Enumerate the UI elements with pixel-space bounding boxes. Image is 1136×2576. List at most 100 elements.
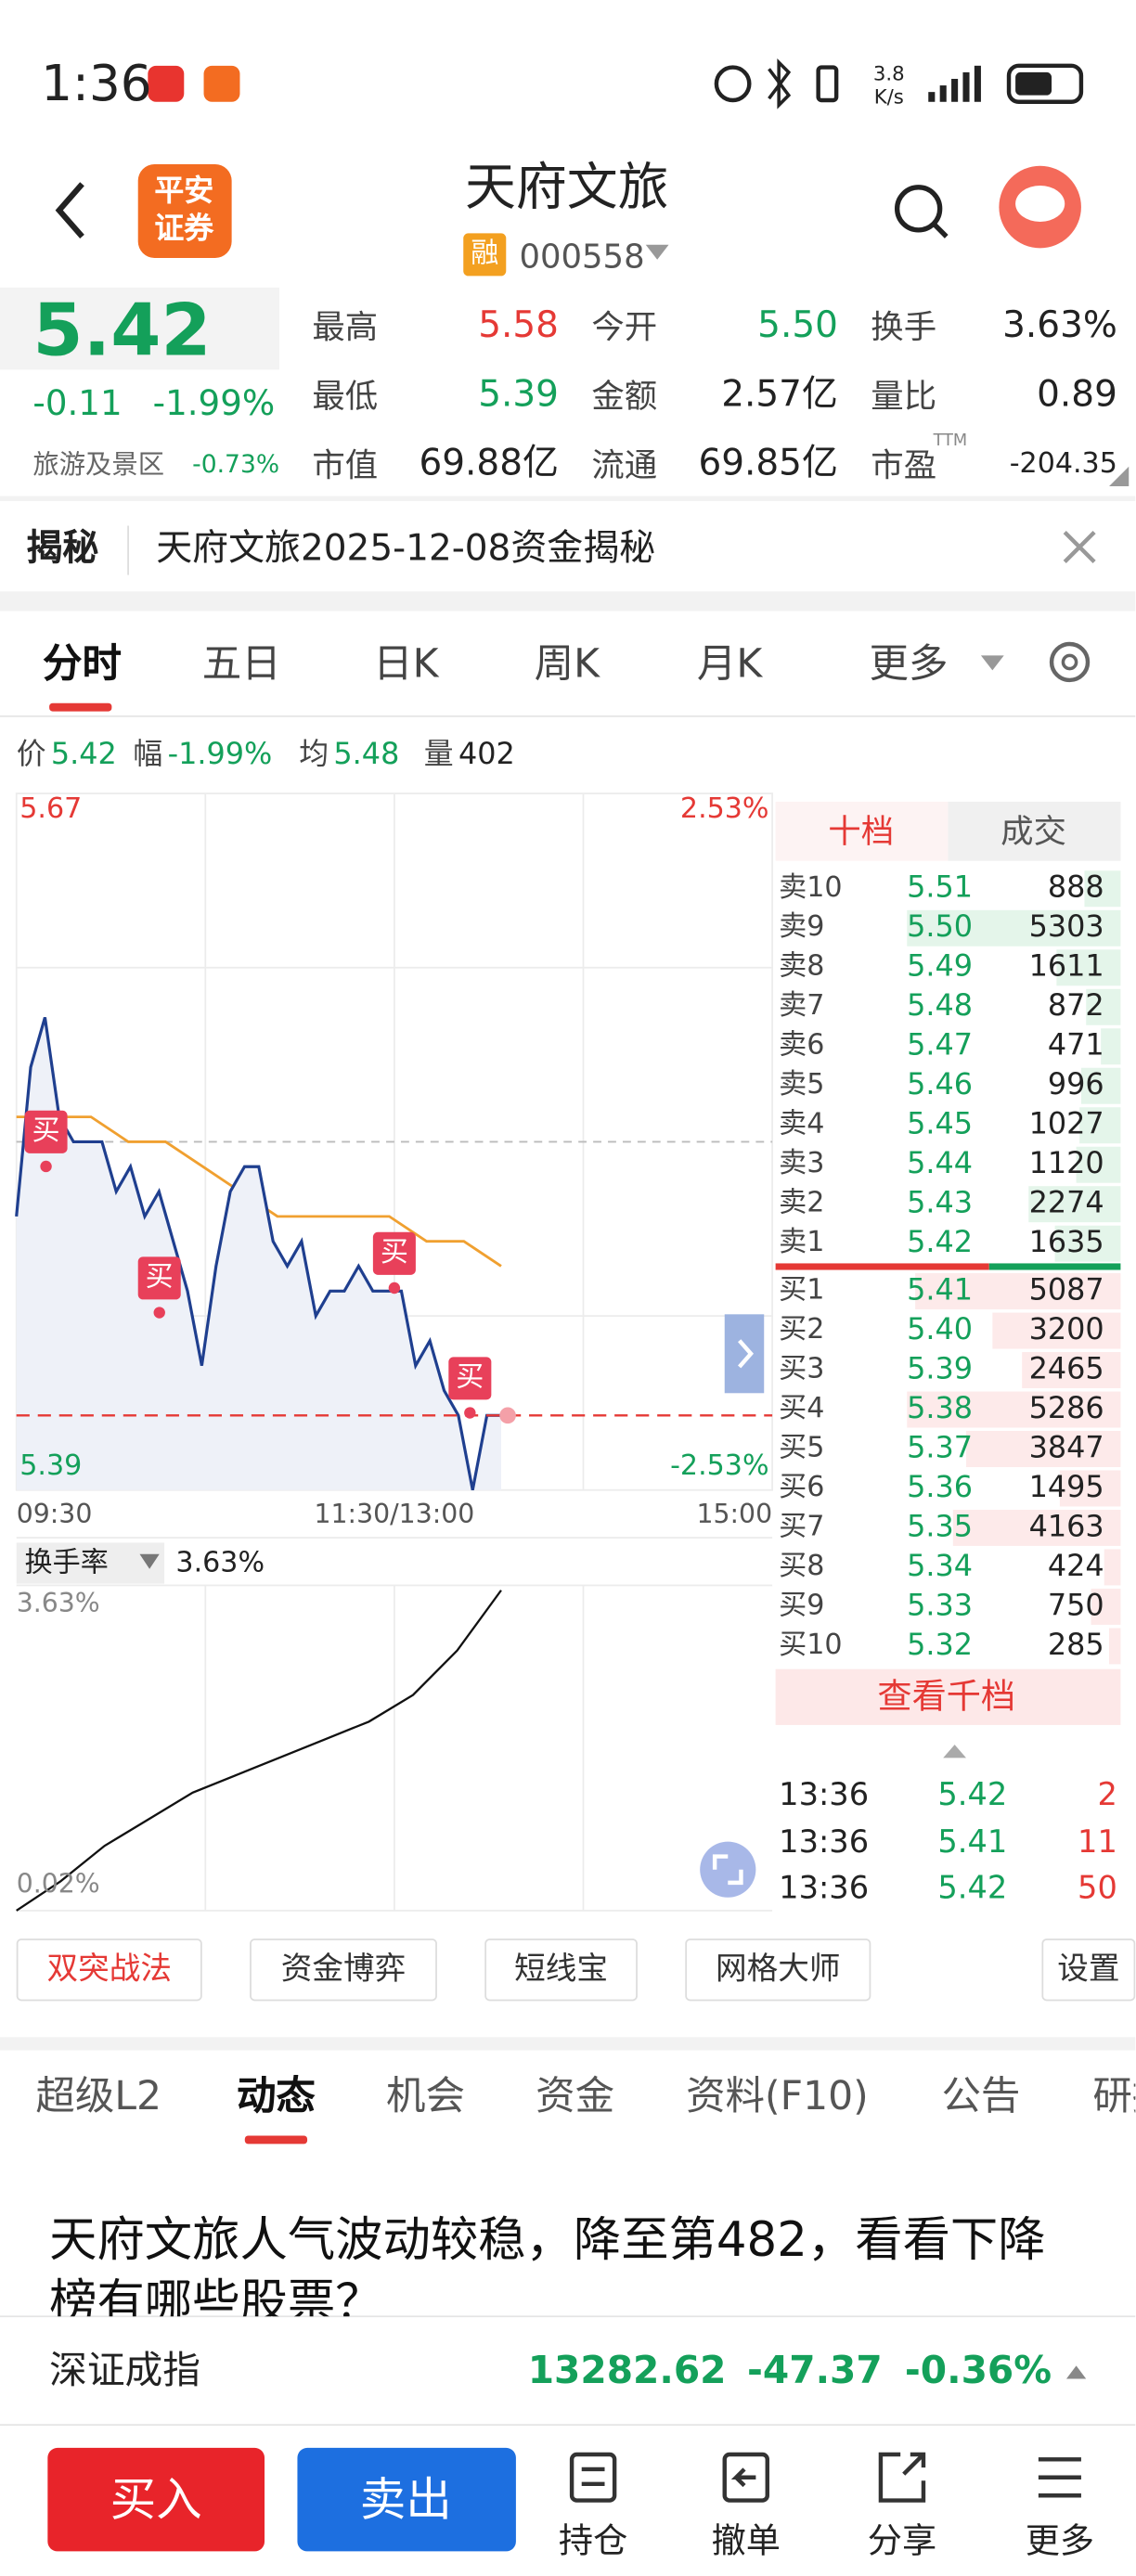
chart-tab[interactable]: 月K <box>696 640 763 688</box>
chart-tab[interactable]: 分时 <box>43 640 123 688</box>
content-tab[interactable]: 研报 <box>1092 2073 1135 2119</box>
book-volume: 872 <box>1047 988 1104 1024</box>
buy-signal-dot <box>388 1282 401 1294</box>
book-level: 卖10 <box>779 871 843 905</box>
back-icon <box>55 182 84 238</box>
buy-signal-dot <box>153 1307 165 1319</box>
pct-max-label: 2.53% <box>679 792 769 826</box>
content-tab[interactable]: 公告 <box>941 2073 1021 2119</box>
depth-bar <box>1054 1225 1121 1262</box>
y-max-label: 5.67 <box>19 792 83 826</box>
split-line <box>775 1263 989 1270</box>
tool-label[interactable]: 网格大师 <box>715 1951 841 1988</box>
depth-bar <box>1075 1146 1121 1183</box>
stat-value: -204.35 <box>1009 447 1117 481</box>
sector: 旅游及景区 <box>32 448 165 480</box>
stat-value: 5.39 <box>478 374 559 416</box>
book-price: 5.33 <box>907 1588 974 1624</box>
trade-volume: 50 <box>1078 1870 1117 1907</box>
more-depth[interactable]: 查看千档 <box>877 1676 1016 1717</box>
action-label[interactable]: 更多 <box>1025 2520 1095 2561</box>
info-label: 价 <box>16 737 46 773</box>
news-headline[interactable]: 天府文旅人气波动较稳，降至第482，看看下降榜有哪些股票？ <box>49 2210 1046 2317</box>
buy-signal: 买 <box>380 1236 408 1269</box>
tool-label[interactable]: 短线宝 <box>514 1951 609 1988</box>
y-min-label: 5.39 <box>19 1449 83 1483</box>
search-icon <box>933 223 949 238</box>
chart-tab[interactable]: 日K <box>373 640 439 688</box>
action-label[interactable]: 分享 <box>867 2520 937 2561</box>
trade-time: 13:36 <box>779 1823 870 1861</box>
book-level: 卖5 <box>779 1068 825 1102</box>
reveal-text[interactable]: 天府文旅2025-12-08资金揭秘 <box>156 529 656 571</box>
chart-tab[interactable]: 更多 <box>869 640 949 688</box>
book-volume: 1027 <box>1028 1107 1104 1142</box>
book-tab[interactable]: 十档 <box>828 811 895 852</box>
buy-button[interactable]: 买入 <box>110 2472 202 2527</box>
trade-volume: 2 <box>1097 1776 1117 1813</box>
content-tab[interactable]: 动态 <box>236 2073 316 2119</box>
tool-button[interactable] <box>1041 1938 1136 2002</box>
margin-tag: 融 <box>471 237 499 271</box>
depth-bar <box>991 1312 1121 1349</box>
book-level: 买9 <box>779 1589 825 1623</box>
last-price-dot <box>499 1407 516 1424</box>
stat-value: 69.85亿 <box>698 444 838 485</box>
turnover-label[interactable]: 换手率 <box>24 1546 109 1580</box>
depth-bar <box>952 1509 1121 1546</box>
logo-text: 平安 <box>154 174 214 209</box>
app-icon <box>203 65 240 102</box>
chart-tab[interactable]: 周K <box>534 640 600 688</box>
tab-underline <box>49 702 112 712</box>
book-volume: 471 <box>1047 1028 1104 1063</box>
depth-bar <box>1055 949 1121 986</box>
sell-button[interactable]: 卖出 <box>359 2472 452 2527</box>
content-tab[interactable]: 资金 <box>536 2073 615 2119</box>
depth-bar <box>965 1431 1121 1467</box>
book-price: 5.44 <box>907 1146 974 1181</box>
trade-price: 5.42 <box>937 1776 1008 1813</box>
book-price: 5.35 <box>907 1509 974 1545</box>
depth-bar <box>1084 870 1121 908</box>
content-tab[interactable]: 资料(F10) <box>686 2073 869 2119</box>
turnover-max: 3.63% <box>16 1587 100 1618</box>
stat-label: 量比 <box>871 376 937 416</box>
action-label[interactable]: 持仓 <box>558 2520 628 2561</box>
stat-label: 最低 <box>312 376 379 416</box>
book-level: 卖6 <box>779 1029 825 1063</box>
book-price: 5.40 <box>907 1312 974 1347</box>
tool-label[interactable]: 资金博弈 <box>280 1951 407 1988</box>
stat-label: 市盈 <box>871 444 937 485</box>
divider <box>0 591 1136 612</box>
content-tab[interactable]: 超级L2 <box>35 2073 162 2119</box>
book-tab[interactable]: 成交 <box>1000 811 1066 852</box>
tool-button[interactable] <box>685 1938 871 2002</box>
info-label: 幅 <box>133 737 163 773</box>
stock-code: 000558 <box>519 236 645 277</box>
content-tab[interactable]: 机会 <box>386 2073 466 2119</box>
book-price: 5.49 <box>907 949 974 985</box>
tool-button[interactable] <box>250 1938 437 2002</box>
signal-icon <box>928 65 981 102</box>
book-level: 买7 <box>779 1510 825 1544</box>
trade-time: 13:36 <box>779 1870 870 1907</box>
side-toggle <box>738 1339 755 1369</box>
book-volume: 2274 <box>1028 1186 1104 1221</box>
tool-label[interactable]: 设置 <box>1057 1951 1120 1988</box>
tool-button[interactable] <box>484 1938 638 2002</box>
average-line <box>16 1115 502 1268</box>
action-icons <box>569 2452 1081 2503</box>
price-area <box>16 1017 501 1490</box>
book-price: 5.37 <box>907 1431 974 1466</box>
depth-bar <box>907 909 1121 947</box>
tool-label[interactable]: 双突战法 <box>46 1951 173 1988</box>
buy-signal-dot <box>40 1160 52 1173</box>
tool-button[interactable] <box>16 1938 202 2002</box>
stat-value: 5.58 <box>478 305 559 347</box>
divider <box>0 2037 1136 2051</box>
action-label[interactable]: 撤单 <box>711 2520 781 2561</box>
settings-icon <box>1049 641 1091 683</box>
book-level: 卖7 <box>779 989 825 1024</box>
chart-tab[interactable]: 五日 <box>201 640 281 688</box>
